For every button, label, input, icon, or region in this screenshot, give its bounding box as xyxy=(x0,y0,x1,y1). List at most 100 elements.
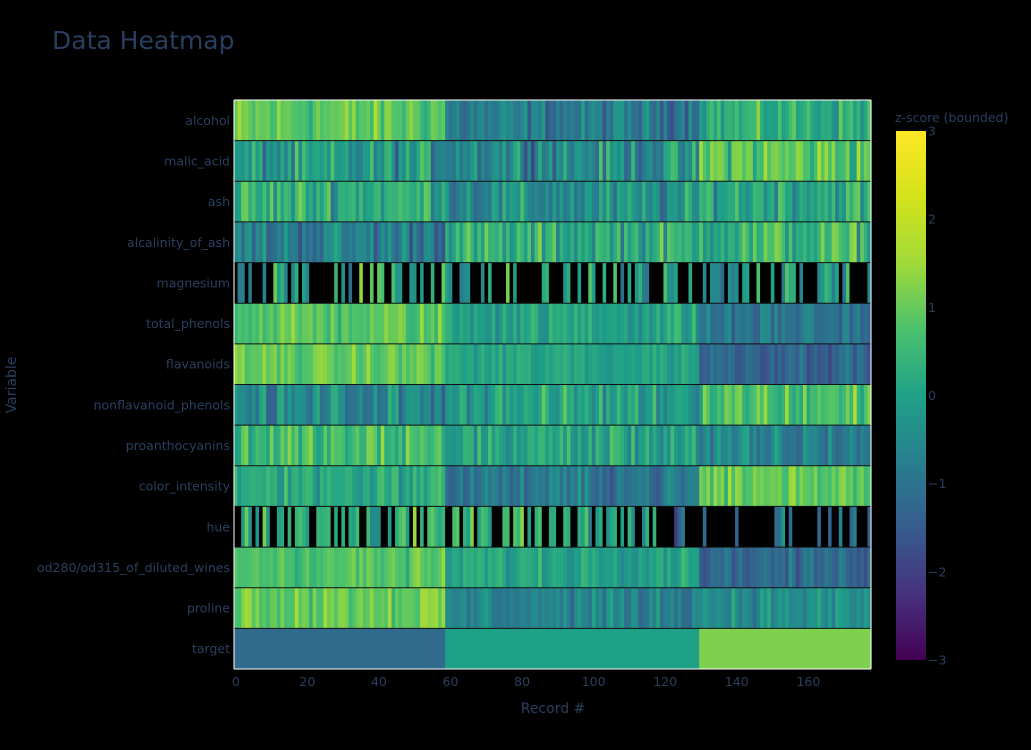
heatmap-cell xyxy=(505,100,511,141)
heatmap-cell xyxy=(563,140,568,182)
heatmap-cell xyxy=(405,100,410,141)
heatmap-cell xyxy=(491,221,496,263)
heatmap-cell xyxy=(437,140,443,182)
heatmap-cell xyxy=(631,100,636,141)
heatmap-cell xyxy=(369,221,375,263)
heatmap-cell xyxy=(545,506,550,548)
heatmap-cell xyxy=(455,100,461,141)
heatmap-cell xyxy=(498,384,503,426)
heatmap-cell xyxy=(480,384,486,426)
heatmap-cell xyxy=(763,547,768,588)
heatmap-cell xyxy=(273,262,278,304)
heatmap-cell xyxy=(409,384,414,426)
heatmap-cell xyxy=(430,303,436,344)
heatmap-cell xyxy=(527,547,532,588)
heatmap-cell xyxy=(405,587,410,629)
heatmap-cell xyxy=(255,384,260,426)
heatmap-cell xyxy=(828,465,833,507)
heatmap-cell xyxy=(498,465,503,507)
heatmap-cell xyxy=(591,181,597,222)
heatmap-cell xyxy=(234,221,239,263)
heatmap-cell xyxy=(563,100,568,141)
heatmap-cell xyxy=(445,465,450,507)
heatmap-cell xyxy=(688,262,693,304)
heatmap-cell xyxy=(838,384,843,426)
heatmap-cell xyxy=(373,628,378,669)
heatmap-cell xyxy=(813,303,818,344)
heatmap-cell xyxy=(427,303,432,344)
heatmap-cell xyxy=(495,465,500,507)
heatmap-cell xyxy=(323,587,328,629)
heatmap-cell xyxy=(538,221,543,263)
heatmap-cell xyxy=(677,506,682,548)
heatmap-cell xyxy=(502,181,507,222)
heatmap-cell xyxy=(352,506,357,548)
heatmap-cell xyxy=(745,384,750,426)
heatmap-cell xyxy=(813,465,818,507)
heatmap-cell xyxy=(538,587,543,629)
heatmap-cell xyxy=(459,384,464,426)
heatmap-cell xyxy=(237,140,242,182)
heatmap-cell xyxy=(681,140,686,182)
heatmap-cell xyxy=(781,303,786,344)
heatmap-cell xyxy=(631,425,636,466)
heatmap-cell xyxy=(495,343,500,385)
heatmap-cell xyxy=(441,425,446,466)
heatmap-cell xyxy=(520,262,525,304)
heatmap-cell xyxy=(484,140,489,182)
heatmap-cell xyxy=(323,262,328,304)
heatmap-cell xyxy=(616,384,622,426)
heatmap-cell xyxy=(359,262,364,304)
heatmap-cell xyxy=(706,140,711,182)
heatmap-cell xyxy=(287,262,292,304)
heatmap-cell xyxy=(856,100,861,141)
heatmap-cell xyxy=(434,506,439,548)
heatmap-cell xyxy=(344,181,350,222)
heatmap-cell xyxy=(427,221,432,263)
heatmap-cell xyxy=(566,221,571,263)
heatmap-cell xyxy=(301,547,307,588)
heatmap-cell xyxy=(334,221,339,263)
heatmap-cell xyxy=(548,100,554,141)
heatmap-cell xyxy=(455,221,461,263)
heatmap-cell xyxy=(570,303,575,344)
heatmap-cell xyxy=(745,465,750,507)
heatmap-cell xyxy=(398,343,403,385)
heatmap-cell xyxy=(441,506,446,548)
heatmap-cell xyxy=(545,221,550,263)
heatmap-cell xyxy=(459,343,464,385)
heatmap-cell xyxy=(770,506,775,548)
heatmap-cell xyxy=(563,221,568,263)
heatmap-cell xyxy=(684,181,690,222)
heatmap-cell xyxy=(824,384,829,426)
heatmap-cell xyxy=(613,506,618,548)
heatmap-cell xyxy=(276,506,282,548)
heatmap-cell xyxy=(319,465,325,507)
heatmap-cell xyxy=(463,628,468,669)
heatmap-cell xyxy=(566,628,571,669)
heatmap-cell xyxy=(527,628,532,669)
heatmap-cell xyxy=(595,100,600,141)
heatmap-cell xyxy=(770,425,775,466)
heatmap-cell xyxy=(588,140,593,182)
heatmap-cell xyxy=(738,343,743,385)
heatmap-cell xyxy=(341,587,346,629)
heatmap-cell xyxy=(745,547,750,588)
heatmap-cell xyxy=(480,262,486,304)
heatmap-cell xyxy=(516,506,521,548)
heatmap-cell xyxy=(709,384,715,426)
heatmap-cell xyxy=(663,262,668,304)
heatmap-cell xyxy=(316,181,321,222)
heatmap-cell xyxy=(727,221,733,263)
heatmap-cell xyxy=(792,262,797,304)
heatmap-cell xyxy=(452,100,457,141)
heatmap-cell xyxy=(391,221,396,263)
chart-title: Data Heatmap xyxy=(52,26,234,55)
heatmap-cell xyxy=(362,303,368,344)
heatmap-cell xyxy=(509,140,514,182)
heatmap-cell xyxy=(702,262,707,304)
heatmap-cell xyxy=(430,506,436,548)
heatmap-cell xyxy=(656,465,661,507)
heatmap-cell xyxy=(523,262,529,304)
